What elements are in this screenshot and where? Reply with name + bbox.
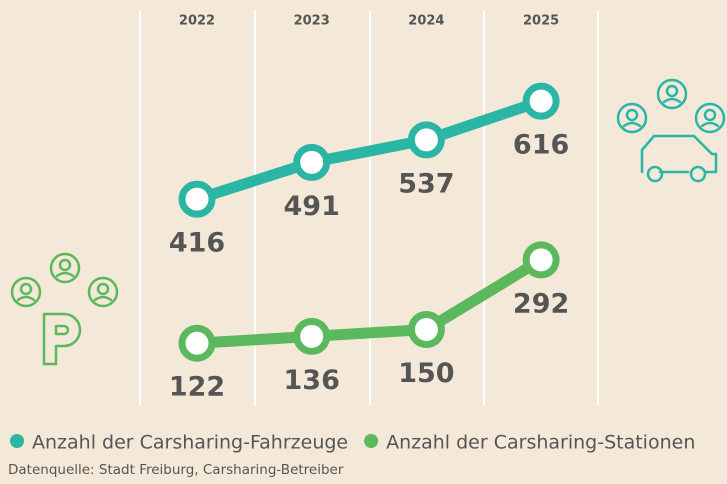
legend-swatch	[364, 434, 379, 448]
point	[178, 180, 216, 218]
plot: 2022 2023 2024 2025 416 491 537 616 122 136 150 292…	[10, 14, 695, 454]
data-label: 491	[284, 191, 340, 222]
x-tick-label: 2024	[408, 14, 444, 29]
data-label: 616	[513, 130, 569, 161]
legend-label: Anzahl der Carsharing-Stationen	[386, 432, 695, 454]
legend-swatch	[10, 434, 24, 448]
point	[522, 82, 560, 120]
car-icon	[616, 78, 726, 183]
x-tick-label: 2023	[294, 14, 330, 29]
data-label: 136	[284, 365, 340, 396]
data-label: 150	[398, 358, 454, 389]
x-tick-label: 2025	[523, 14, 559, 29]
series-line	[195, 95, 543, 205]
data-label: 122	[169, 372, 225, 403]
data-label: 416	[169, 228, 225, 259]
point	[407, 311, 445, 348]
x-tick-label: 2022	[179, 14, 215, 29]
point	[293, 143, 331, 181]
series-line	[196, 255, 544, 349]
point	[522, 241, 560, 279]
parking-icon	[10, 252, 119, 366]
legend-label: Anzahl der Carsharing-Fahrzeuge	[32, 432, 348, 454]
point	[178, 324, 216, 362]
point	[293, 317, 331, 355]
source: Datenquelle: Stadt Freiburg, Carsharing-…	[8, 462, 344, 478]
point	[407, 121, 445, 159]
data-label: 537	[398, 168, 454, 199]
data-label: 292	[513, 288, 569, 319]
